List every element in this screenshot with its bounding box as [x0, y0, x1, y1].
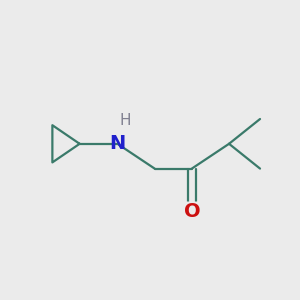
Text: H: H — [119, 113, 131, 128]
Text: O: O — [184, 202, 200, 221]
Text: N: N — [109, 134, 126, 153]
